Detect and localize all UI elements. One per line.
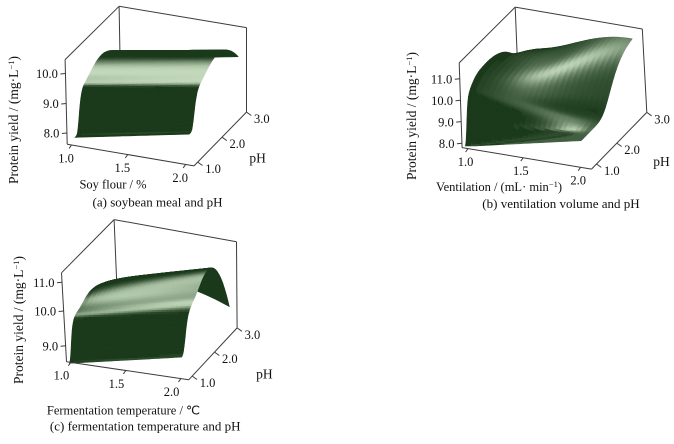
svg-text:11.0: 11.0 [431,72,452,86]
svg-text:9.0: 9.0 [438,115,454,129]
svg-text:(b) ventilation volume and pH: (b) ventilation volume and pH [482,196,639,211]
svg-text:3.0: 3.0 [245,328,261,342]
svg-text:2.0: 2.0 [229,137,245,151]
svg-text:1.5: 1.5 [109,377,125,391]
svg-text:(c) fermentation temperature a: (c) fermentation temperature and pH [50,419,241,434]
svg-text:8.0: 8.0 [439,137,455,151]
svg-text:1.0: 1.0 [58,151,74,165]
svg-text:Protein yield / (mg·L−1): Protein yield / (mg·L−1) [404,52,419,180]
svg-text:Ventilation / (mL· min−1): Ventilation / (mL· min−1) [436,179,562,194]
svg-text:pH: pH [653,154,670,169]
svg-text:pH: pH [256,367,273,382]
svg-text:10.0: 10.0 [36,67,58,81]
svg-text:2.0: 2.0 [570,174,586,188]
svg-text:2.0: 2.0 [222,352,238,366]
svg-text:1.0: 1.0 [205,162,221,176]
svg-text:pH: pH [249,151,266,166]
svg-text:1.0: 1.0 [604,164,620,178]
svg-text:(a) soybean meal and pH: (a) soybean meal and pH [93,195,223,210]
svg-text:1.0: 1.0 [54,369,70,383]
svg-text:2.0: 2.0 [164,385,180,399]
svg-text:1.5: 1.5 [114,161,130,175]
svg-text:Protein yield / (mg·L−1): Protein yield / (mg·L−1) [6,56,21,184]
svg-text:2.0: 2.0 [624,143,640,157]
svg-text:Soy flour / %: Soy flour / % [79,178,146,192]
svg-text:3.0: 3.0 [254,112,270,126]
svg-text:2.0: 2.0 [172,171,188,185]
svg-text:Protein yield / (mg·L−1): Protein yield / (mg·L−1) [11,256,26,384]
svg-text:9.0: 9.0 [43,97,59,111]
svg-text:1.0: 1.0 [458,155,474,169]
svg-text:10.0: 10.0 [431,94,453,108]
svg-text:9.0: 9.0 [42,339,58,353]
svg-text:8.0: 8.0 [44,127,60,141]
svg-text:11.0: 11.0 [33,276,54,290]
svg-text:10.0: 10.0 [34,305,56,319]
svg-text:1.0: 1.0 [200,376,216,390]
svg-text:1.5: 1.5 [513,164,529,178]
svg-text:Fermentation temperature / ℃: Fermentation temperature / ℃ [47,404,200,418]
svg-text:3.0: 3.0 [654,112,670,126]
